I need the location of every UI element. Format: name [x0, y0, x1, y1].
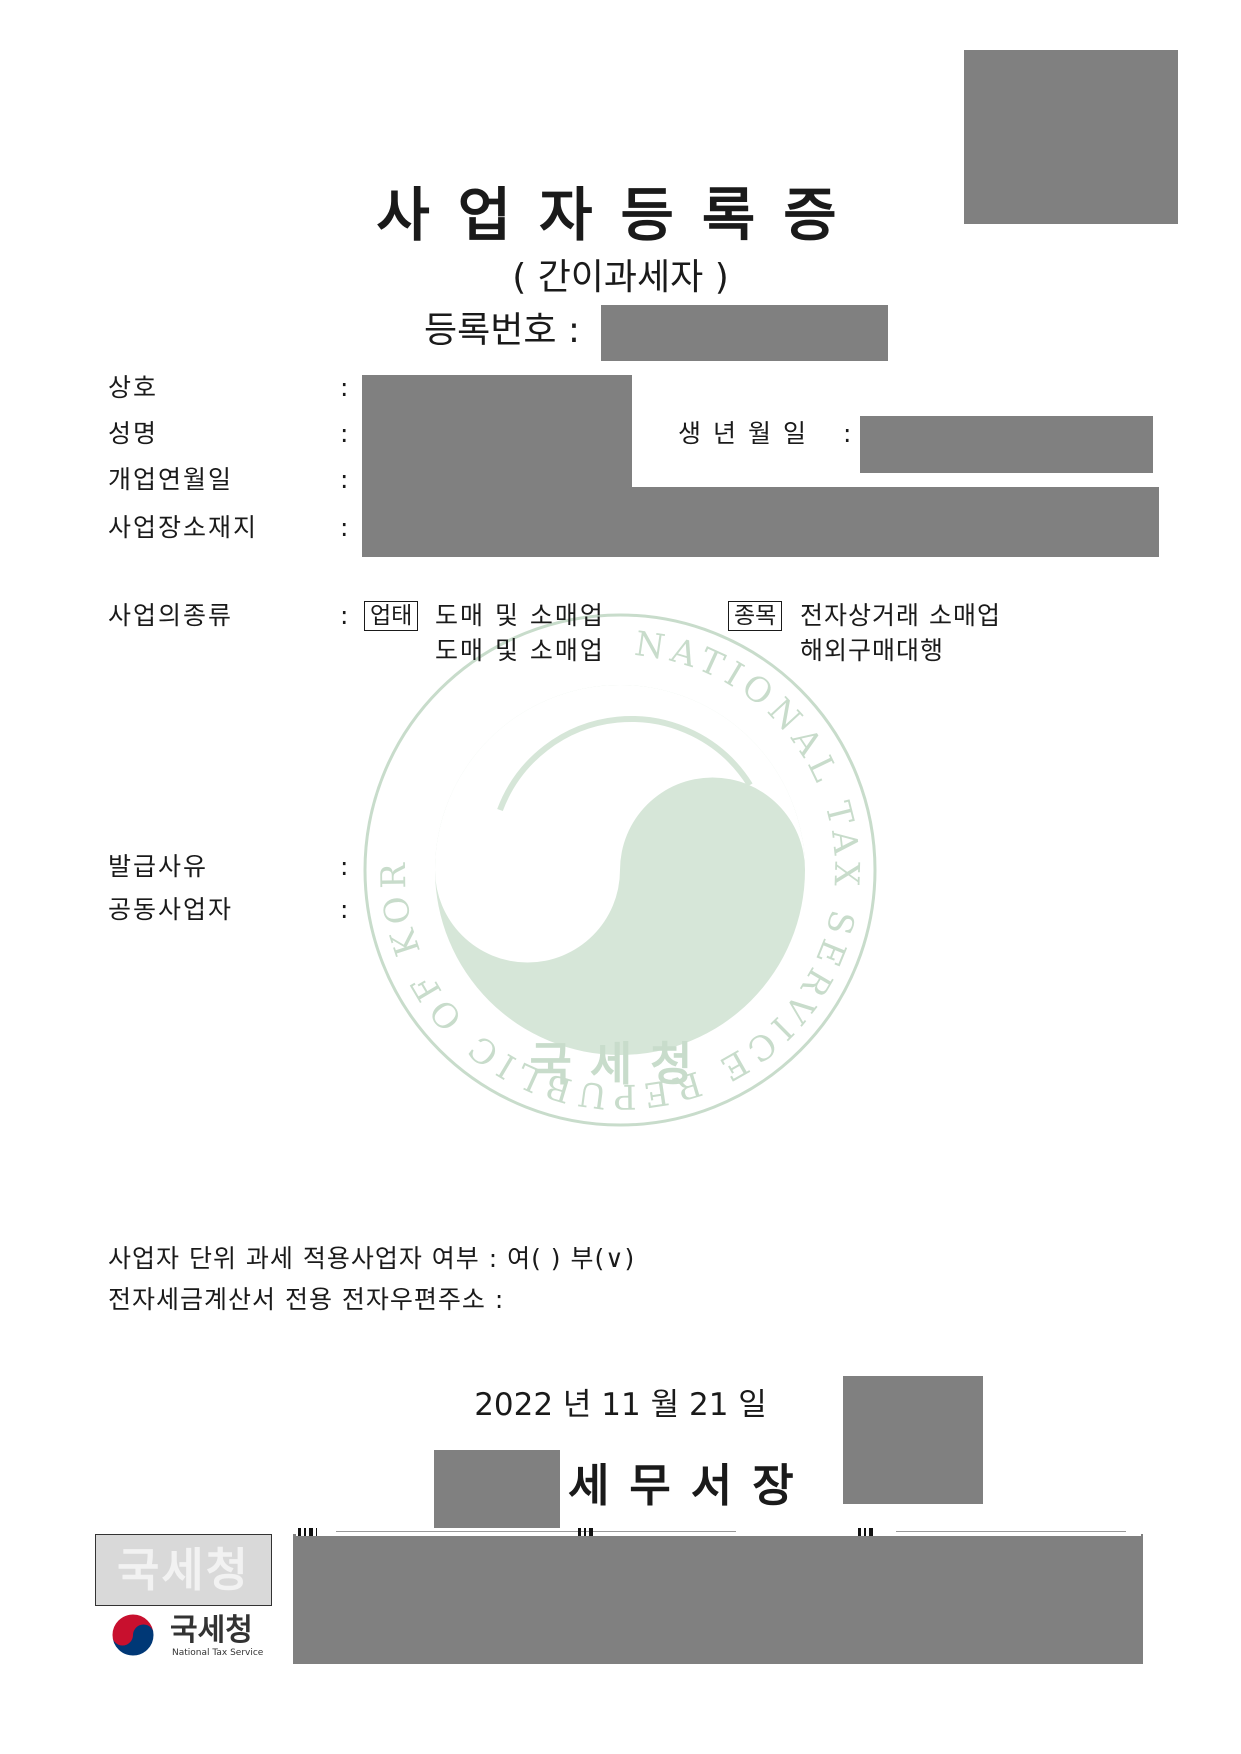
business-item-tag: 종목	[728, 601, 783, 631]
redacted-official-seal	[843, 1376, 983, 1504]
nts-logo-word: 국세청	[170, 1613, 253, 1648]
nts-emblem-icon	[111, 1613, 155, 1657]
business-type-colon: :	[340, 601, 349, 630]
office-title: 세무서장	[568, 1459, 814, 1512]
joint-business-colon: :	[340, 895, 349, 924]
redacted-photo-area	[964, 50, 1178, 224]
watermark-center-text: 국세청	[530, 1037, 711, 1091]
birth-date-label: 생년월일	[678, 419, 819, 448]
registration-number-label: 등록번호 :	[424, 310, 581, 351]
watermark-seal: NATIONAL TAX SERVICE REPUBLIC OF KOREA 국…	[360, 610, 877, 1127]
open-date-colon: :	[340, 465, 349, 494]
issue-date: 2022 년 11 월 21 일	[474, 1387, 767, 1423]
redacted-verification-strip	[293, 1534, 1143, 1664]
open-date-label: 개업연월일	[108, 465, 234, 494]
name-label: 성명	[108, 419, 159, 448]
redacted-address	[362, 487, 1159, 557]
document-subtitle: ( 간이과세자 )	[512, 257, 729, 298]
name-colon: :	[340, 419, 349, 448]
redacted-trade-name-and-name	[362, 375, 632, 487]
business-type-label: 사업의종류	[108, 601, 234, 630]
business-category-1: 도매 및 소매업	[435, 601, 605, 630]
address-colon: :	[340, 513, 349, 542]
birth-date-colon: :	[843, 419, 852, 448]
nts-seal-text: 국세청	[117, 1543, 250, 1597]
redacted-office-name	[434, 1450, 560, 1538]
issue-reason-label: 발급사유	[108, 852, 209, 881]
business-item-1: 전자상거래 소매업	[800, 601, 1001, 630]
business-category-2: 도매 및 소매업	[435, 636, 605, 665]
unit-tax-status: 사업자 단위 과세 적용사업자 여부 : 여( ) 부(∨)	[108, 1244, 636, 1273]
joint-business-label: 공동사업자	[108, 895, 234, 924]
redacted-birth-date	[860, 416, 1153, 473]
business-category-tag: 업태	[364, 601, 419, 631]
redacted-registration-number	[601, 305, 888, 361]
nts-logo-english: National Tax Service	[172, 1648, 264, 1658]
document-title: 사업자등록증	[376, 181, 865, 249]
trade-name-label: 상호	[108, 373, 159, 402]
barcode-fragment	[296, 1528, 1141, 1536]
nts-seal-image: 국세청	[95, 1534, 272, 1606]
tax-invoice-email: 전자세금계산서 전용 전자우편주소 :	[108, 1285, 505, 1314]
trade-name-colon: :	[340, 373, 349, 402]
address-label: 사업장소재지	[108, 513, 259, 542]
business-item-2: 해외구매대행	[800, 636, 945, 665]
issue-reason-colon: :	[340, 852, 349, 881]
